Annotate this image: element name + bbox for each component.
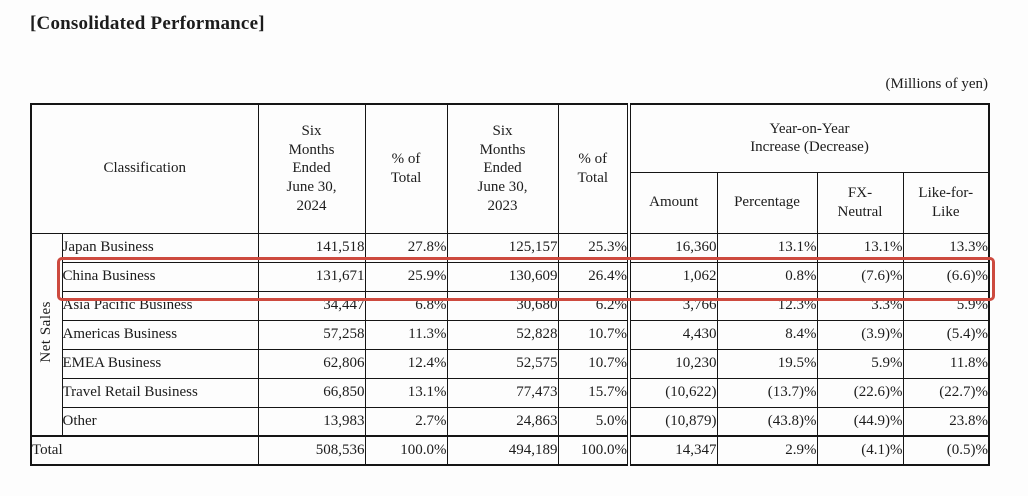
classification-cell: Japan Business (61, 232, 259, 263)
header-amount: Amount (627, 171, 718, 234)
table-row-china: China Business 131,671 25.9% 130,609 26.… (31, 261, 990, 292)
classification-cell: Asia Pacific Business (61, 290, 259, 321)
value-cell: 12.4% (364, 348, 448, 379)
table-row-asia-pacific: Asia Pacific Business 34,447 6.8% 30,680… (31, 290, 990, 321)
header-pct-total-2023: % of Total (557, 103, 630, 234)
value-cell: 2.9% (716, 435, 818, 466)
value-cell: 52,828 (446, 319, 559, 350)
value-cell: 5.0% (557, 406, 630, 437)
value-cell: 5.9% (902, 290, 990, 321)
header-pct-total-2024: % of Total (364, 103, 448, 234)
header-fx-neutral: FX- Neutral (816, 171, 904, 234)
value-cell: 66,850 (257, 377, 366, 408)
value-cell: 130,609 (446, 261, 559, 292)
value-cell: (0.5)% (902, 435, 990, 466)
value-cell: (3.9)% (816, 319, 904, 350)
value-cell: (22.7)% (902, 377, 990, 408)
value-cell: 13.1% (364, 377, 448, 408)
value-cell: 25.9% (364, 261, 448, 292)
value-cell: 1,062 (627, 261, 718, 292)
value-cell: 125,157 (446, 232, 559, 263)
value-cell: 508,536 (257, 435, 366, 466)
classification-cell: Travel Retail Business (61, 377, 259, 408)
value-cell: 12.3% (716, 290, 818, 321)
row-group-net-sales: Net Sales (30, 232, 63, 437)
value-cell: (4.1)% (816, 435, 904, 466)
net-sales-vertical-label: Net Sales (38, 300, 55, 363)
value-cell: 27.8% (364, 232, 448, 263)
table-header-row-1: Classification Six Months Ended June 30,… (30, 103, 990, 234)
value-cell: (10,879) (627, 406, 718, 437)
page-title: [Consolidated Performance] (30, 13, 265, 34)
value-cell: 6.2% (557, 290, 630, 321)
header-classification: Classification (30, 103, 259, 234)
value-cell: 10.7% (557, 319, 630, 350)
value-cell: 0.8% (716, 261, 818, 292)
value-cell: 16,360 (627, 232, 718, 263)
value-cell: 141,518 (257, 232, 366, 263)
classification-cell: Other (61, 406, 259, 437)
value-cell: (43.8)% (716, 406, 818, 437)
value-cell: 15.7% (557, 377, 630, 408)
value-cell: 494,189 (446, 435, 559, 466)
consolidated-performance-table: Classification Six Months Ended June 30,… (30, 103, 991, 466)
value-cell: (7.6)% (816, 261, 904, 292)
classification-cell: China Business (61, 261, 259, 292)
value-cell: 3.3% (816, 290, 904, 321)
value-cell: 13.1% (716, 232, 818, 263)
value-cell: 11.8% (902, 348, 990, 379)
unit-note: (Millions of yen) (885, 76, 989, 92)
value-cell: 13.3% (902, 232, 990, 263)
table-row-japan: Net Sales Japan Business 141,518 27.8% 1… (30, 232, 990, 437)
value-cell: 19.5% (716, 348, 818, 379)
value-cell: 3,766 (627, 290, 718, 321)
header-period-2023: Six Months Ended June 30, 2023 (446, 103, 559, 234)
value-cell: 100.0% (364, 435, 448, 466)
classification-cell: EMEA Business (61, 348, 259, 379)
value-cell: 26.4% (557, 261, 630, 292)
value-cell: (10,622) (627, 377, 718, 408)
table-row-travel-retail: Travel Retail Business 66,850 13.1% 77,4… (31, 377, 990, 408)
value-cell: 4,430 (627, 319, 718, 350)
value-cell: 57,258 (257, 319, 366, 350)
value-cell: (13.7)% (716, 377, 818, 408)
header-percentage: Percentage (716, 171, 818, 234)
table-row-americas: Americas Business 57,258 11.3% 52,828 10… (31, 319, 990, 350)
value-cell: 100.0% (557, 435, 630, 466)
header-period-2024: Six Months Ended June 30, 2024 (257, 103, 366, 234)
value-cell: 13,983 (257, 406, 366, 437)
table-header-row-2: Amount Percentage FX- Neutral Like-for- … (31, 171, 990, 234)
value-cell: 10,230 (627, 348, 718, 379)
value-cell: 10.7% (557, 348, 630, 379)
value-cell: 11.3% (364, 319, 448, 350)
value-cell: 13.1% (816, 232, 904, 263)
value-cell: 2.7% (364, 406, 448, 437)
header-yoy-group: Year-on-Year Increase (Decrease) (626, 103, 990, 173)
value-cell: 131,671 (257, 261, 366, 292)
value-cell: 23.8% (902, 406, 990, 437)
header-like-for-like: Like-for- Like (902, 171, 990, 234)
value-cell: 14,347 (627, 435, 718, 466)
value-cell: 77,473 (446, 377, 559, 408)
value-cell: 5.9% (816, 348, 904, 379)
value-cell: 34,447 (257, 290, 366, 321)
value-cell: (6.6)% (902, 261, 990, 292)
value-cell: 25.3% (557, 232, 630, 263)
value-cell: 8.4% (716, 319, 818, 350)
value-cell: 6.8% (364, 290, 448, 321)
table-row-other: Other 13,983 2.7% 24,863 5.0% (10,879) (… (31, 406, 990, 437)
value-cell: (44.9)% (816, 406, 904, 437)
value-cell: 30,680 (446, 290, 559, 321)
table-row-total: Total 508,536 100.0% 494,189 100.0% 14,3… (30, 435, 990, 466)
total-label-cell: Total (30, 435, 259, 466)
value-cell: 24,863 (446, 406, 559, 437)
classification-cell: Americas Business (61, 319, 259, 350)
value-cell: (22.6)% (816, 377, 904, 408)
value-cell: (5.4)% (902, 319, 990, 350)
table-row-emea: EMEA Business 62,806 12.4% 52,575 10.7% … (31, 348, 990, 379)
value-cell: 52,575 (446, 348, 559, 379)
value-cell: 62,806 (257, 348, 366, 379)
